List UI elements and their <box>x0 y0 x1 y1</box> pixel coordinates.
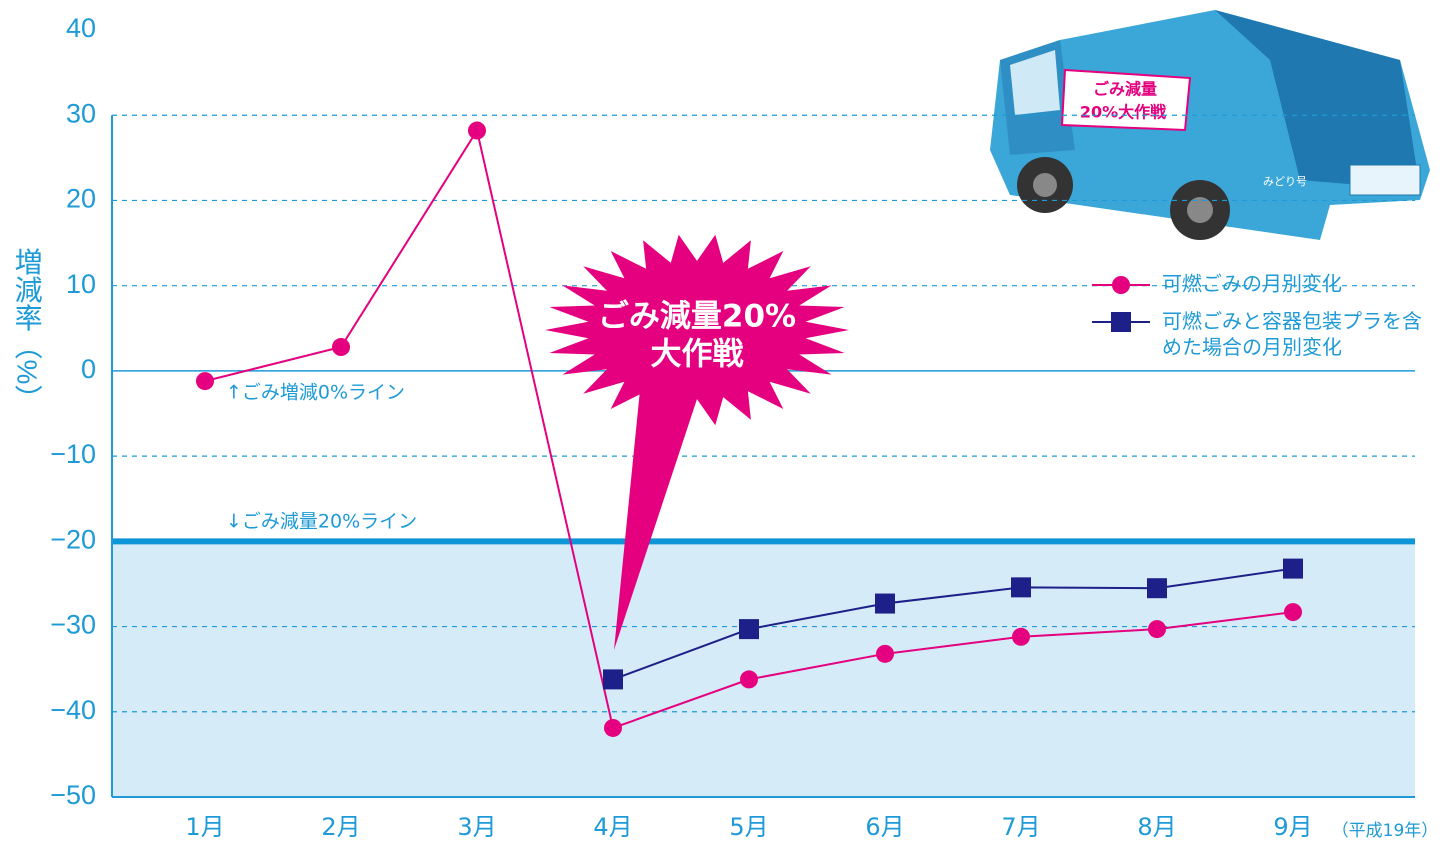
point <box>739 619 759 639</box>
truck-sign: 20%大作戦 <box>1080 103 1167 122</box>
point <box>604 719 622 737</box>
point <box>876 645 894 663</box>
x-tick-label: 8月 <box>1137 813 1176 841</box>
point <box>332 338 350 356</box>
callout-text: 大作戦 <box>651 337 744 373</box>
y-tick-label: 40 <box>66 13 96 43</box>
legend-marker <box>1112 276 1130 294</box>
x-tick-label: 5月 <box>729 813 768 841</box>
point <box>603 669 623 689</box>
legend-marker <box>1111 312 1131 332</box>
x-tick-label: 7月 <box>1001 813 1040 841</box>
point <box>468 122 486 140</box>
point <box>1148 620 1166 638</box>
x-tick-label: 9月 <box>1273 813 1312 841</box>
point <box>1011 577 1031 597</box>
y-tick-label: 30 <box>66 98 96 128</box>
point <box>1147 578 1167 598</box>
truck-name: みどり号 <box>1263 175 1307 188</box>
x-tick-label: 3月 <box>457 813 496 841</box>
y-tick-label: −20 <box>50 524 96 554</box>
point <box>740 670 758 688</box>
truck-sign: ごみ減量 <box>1093 80 1157 99</box>
y-tick-label: −30 <box>50 610 96 640</box>
point <box>875 594 895 614</box>
y-tick-label: 10 <box>66 269 96 299</box>
legend-label: 可燃ごみの月別変化 <box>1162 272 1342 296</box>
truck-illustration: ごみ減量 20%大作戦 みどり号 <box>990 10 1430 240</box>
annotation: ↑ごみ増減0%ライン <box>226 382 405 404</box>
y-tick-label: 0 <box>81 354 96 384</box>
legend-label: 可燃ごみと容器包装プラを含めた場合の月別変化 <box>1162 309 1422 359</box>
y-tick-label: −40 <box>50 695 96 725</box>
x-tick-label: 6月 <box>865 813 904 841</box>
x-tick-label: 4月 <box>593 813 632 841</box>
y-axis-label: 増減率（%） <box>12 247 43 412</box>
annotation: ↓ごみ減量20%ライン <box>226 511 417 533</box>
point <box>1284 603 1302 621</box>
note: （平成19年） <box>1332 821 1439 841</box>
x-tick-label: 2月 <box>321 813 360 841</box>
y-tick-label: −10 <box>50 439 96 469</box>
y-tick-label: −50 <box>50 780 96 810</box>
callout-text: ごみ減量20% <box>598 299 796 335</box>
chart: ごみ減量 20%大作戦 みどり号 増減率（%） 40 30 20 10 0 −10 −20 −… <box>0 0 1449 841</box>
y-tick-label: 20 <box>66 184 96 214</box>
point <box>196 372 214 390</box>
point <box>1283 559 1303 579</box>
point <box>1012 628 1030 646</box>
x-tick-label: 1月 <box>185 813 224 841</box>
